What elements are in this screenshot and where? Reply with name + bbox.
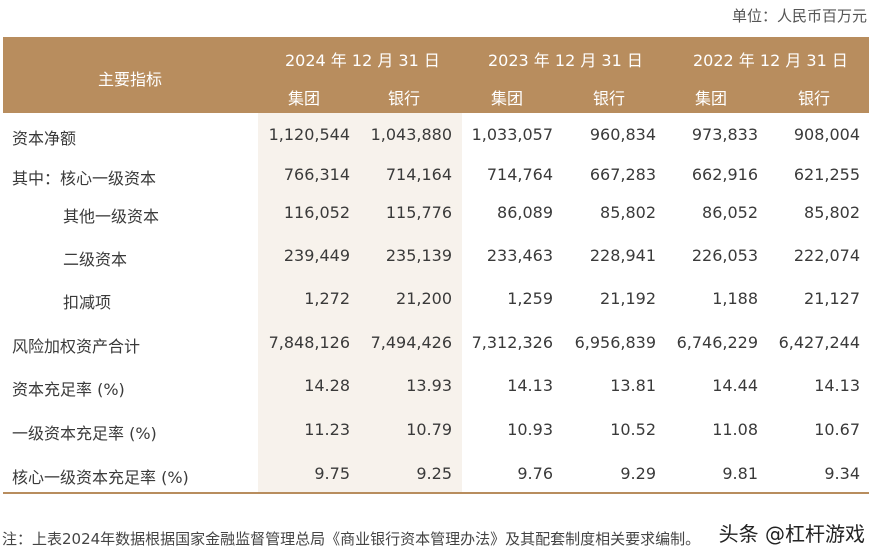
cell-value: 222,074 [793,246,860,265]
cell-value: 13.81 [610,376,656,395]
cell-value: 21,127 [804,289,860,308]
header-sub: 银行 [593,89,626,108]
cell-value: 10.52 [610,420,656,439]
row-label: 风险加权资产合计 [12,337,141,356]
row-label: 其他一级资本 [63,207,160,226]
cell-value: 13.93 [406,376,452,395]
cell-value: 1,120,544 [268,125,350,144]
cell-value: 766,314 [283,165,350,184]
cell-value: 9.25 [416,464,452,483]
cell-value: 116,052 [283,203,350,222]
row-label: 其中：核心一级资本 [12,169,157,188]
row-label: 扣减项 [63,293,112,312]
cell-value: 21,200 [396,289,452,308]
table-header: 主要指标 2024 年 12 月 31 日 2023 年 12 月 31 日 2… [3,37,869,113]
cell-value: 1,272 [304,289,350,308]
table-row: 资本净额 1,120,544 1,043,880 1,033,057 960,834 97… [0,115,877,155]
table-row: 风险加权资产合计 7,848,126 7,494,426 7,312,326 6,956… [0,323,877,363]
table-row: 其他一级资本 116,052 115,776 86,089 85,802 86,052 85… [0,193,877,233]
cell-value: 9.75 [314,464,350,483]
unit-label: 单位：人民币百万元 [731,7,867,25]
cell-value: 7,494,426 [370,333,452,352]
cell-value: 9.34 [824,464,860,483]
cell-value: 6,427,244 [778,333,860,352]
cell-value: 10.93 [507,420,553,439]
cell-value: 11.23 [304,420,350,439]
table-row: 二级资本 239,449 235,139 233,463 228,941 226,053 2… [0,236,877,276]
cell-value: 973,833 [691,125,758,144]
footnote: 注：上表2024年数据根据国家金融监督管理总局《商业银行资本管理办法》及其配套制… [2,530,701,548]
cell-value: 9.29 [620,464,656,483]
watermark: 头条 @杠杆游戏 [718,522,865,546]
table-bottom-border [3,492,869,494]
cell-value: 85,802 [600,203,656,222]
row-label: 资本充足率 (%) [12,380,125,399]
cell-value: 21,192 [600,289,656,308]
cell-value: 14.44 [712,376,758,395]
cell-value: 908,004 [793,125,860,144]
cell-value: 85,802 [804,203,860,222]
cell-value: 1,188 [712,289,758,308]
cell-value: 226,053 [691,246,758,265]
header-sub: 银行 [798,89,831,108]
cell-value: 621,255 [793,165,860,184]
row-label: 二级资本 [63,250,128,269]
cell-value: 11.08 [712,420,758,439]
header-year: 2022 年 12 月 31 日 [693,51,848,70]
cell-value: 714,164 [385,165,452,184]
cell-value: 228,941 [589,246,656,265]
cell-value: 7,312,326 [471,333,553,352]
header-sub: 银行 [388,89,421,108]
row-label: 资本净额 [12,129,77,148]
highlight-2024-column [258,113,462,493]
cell-value: 714,764 [486,165,553,184]
cell-value: 14.13 [814,376,860,395]
cell-value: 14.13 [507,376,553,395]
row-label: 一级资本充足率 (%) [12,424,157,443]
header-year: 2023 年 12 月 31 日 [488,51,643,70]
header-sub: 集团 [491,89,524,108]
cell-value: 667,283 [589,165,656,184]
cell-value: 1,033,057 [471,125,553,144]
cell-value: 960,834 [589,125,656,144]
cell-value: 86,052 [702,203,758,222]
header-sub: 集团 [695,89,728,108]
header-indicator: 主要指标 [98,70,163,89]
cell-value: 10.67 [814,420,860,439]
cell-value: 6,746,229 [676,333,758,352]
cell-value: 14.28 [304,376,350,395]
cell-value: 115,776 [385,203,452,222]
cell-value: 10.79 [406,420,452,439]
header-year: 2024 年 12 月 31 日 [285,51,440,70]
cell-value: 9.81 [722,464,758,483]
cell-value: 235,139 [385,246,452,265]
table-row: 核心一级资本充足率 (%) 9.75 9.25 9.76 9.29 9.81 9.34 [0,454,877,494]
table-row: 一级资本充足率 (%) 11.23 10.79 10.93 10.52 11.08 10.6… [0,410,877,450]
table-row: 其中：核心一级资本 766,314 714,164 714,764 667,283 662… [0,155,877,195]
cell-value: 1,043,880 [370,125,452,144]
row-label: 核心一级资本充足率 (%) [12,468,189,487]
table-row: 扣减项 1,272 21,200 1,259 21,192 1,188 21,127 [0,279,877,319]
cell-value: 9.76 [517,464,553,483]
cell-value: 239,449 [283,246,350,265]
cell-value: 233,463 [486,246,553,265]
cell-value: 7,848,126 [268,333,350,352]
cell-value: 1,259 [507,289,553,308]
cell-value: 662,916 [691,165,758,184]
cell-value: 6,956,839 [574,333,656,352]
cell-value: 86,089 [497,203,553,222]
table-row: 资本充足率 (%) 14.28 13.93 14.13 13.81 14.44 14.13 [0,366,877,406]
header-sub: 集团 [288,89,321,108]
